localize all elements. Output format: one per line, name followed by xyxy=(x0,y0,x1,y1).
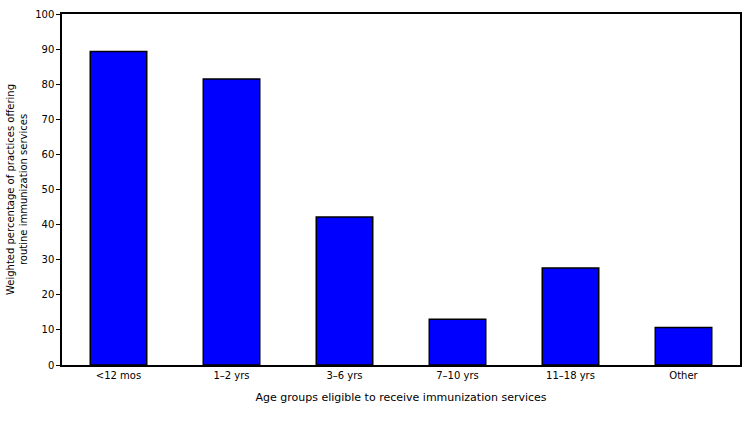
svg-text:20: 20 xyxy=(42,289,55,300)
svg-text:100: 100 xyxy=(35,9,54,20)
svg-text:80: 80 xyxy=(42,79,55,90)
svg-text:3–6 yrs: 3–6 yrs xyxy=(326,370,362,381)
svg-text:0: 0 xyxy=(48,360,54,371)
svg-text:Age groups eligible to receive: Age groups eligible to receive immunizat… xyxy=(255,391,546,404)
svg-text:70: 70 xyxy=(42,114,55,125)
svg-text:10: 10 xyxy=(42,324,55,335)
svg-text:11–18 yrs: 11–18 yrs xyxy=(546,370,595,381)
svg-text:50: 50 xyxy=(42,184,55,195)
svg-text:60: 60 xyxy=(42,149,55,160)
svg-text:Other: Other xyxy=(669,370,698,381)
svg-text:7–10 yrs: 7–10 yrs xyxy=(436,370,479,381)
svg-text:90: 90 xyxy=(42,44,55,55)
svg-text:30: 30 xyxy=(42,254,55,265)
svg-text:40: 40 xyxy=(42,219,55,230)
svg-text:1–2 yrs: 1–2 yrs xyxy=(213,370,249,381)
svg-text:Weighted percentage of practic: Weighted percentage of practices offerin… xyxy=(5,84,29,295)
svg-text:<12 mos: <12 mos xyxy=(96,370,141,381)
